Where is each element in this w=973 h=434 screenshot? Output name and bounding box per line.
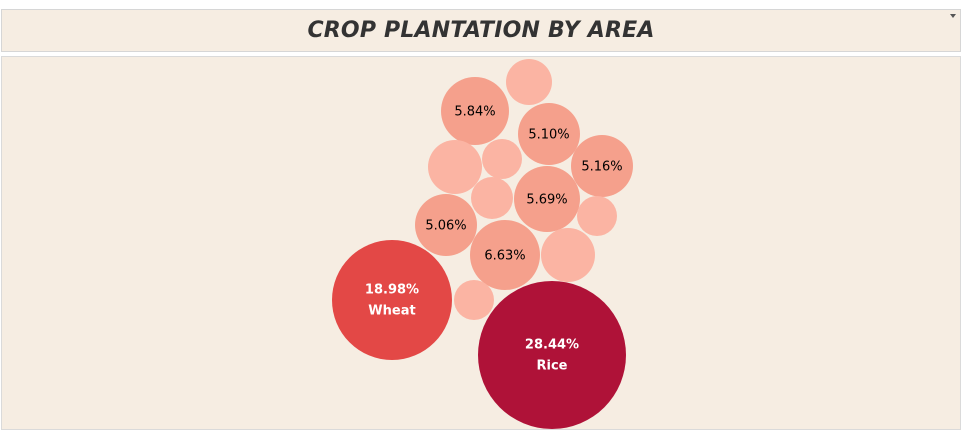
bubble-wheat[interactable]: 18.98% Wheat <box>332 240 452 360</box>
bubble[interactable]: 5.06% <box>415 194 477 256</box>
title-bar: CROP PLANTATION BY AREA <box>1 9 961 52</box>
bubble-circle[interactable] <box>454 280 494 320</box>
bubble-category-label: Wheat <box>368 304 415 319</box>
bubble-value-label: 28.44% <box>525 338 579 353</box>
bubble[interactable] <box>506 59 552 105</box>
bubble-chart: 28.44% Rice 18.98% Wheat 6.63% 5.84% 5.69% 5.16… <box>332 59 633 429</box>
bubble-circle[interactable] <box>541 228 595 282</box>
bubbles-layer: 28.44% Rice 18.98% Wheat 6.63% 5.84% 5.69% 5.16… <box>332 59 633 429</box>
bubble[interactable] <box>541 228 595 282</box>
bubble-circle[interactable] <box>470 220 540 290</box>
bubble-value-label: 5.84% <box>454 105 495 120</box>
bubble[interactable] <box>428 140 482 194</box>
bubble-circle[interactable] <box>514 166 580 232</box>
bubble-circle[interactable] <box>577 196 617 236</box>
bubble-circle[interactable] <box>482 139 522 179</box>
bubble[interactable]: 5.69% <box>514 166 580 232</box>
bubble-circle[interactable] <box>518 103 580 165</box>
bubble-value-label: 5.69% <box>526 193 567 208</box>
bubble[interactable]: 5.10% <box>518 103 580 165</box>
bubble-circle[interactable] <box>441 77 509 145</box>
bubble-value-label: 5.10% <box>528 128 569 143</box>
bubble[interactable] <box>482 139 522 179</box>
bubble-circle[interactable] <box>471 177 513 219</box>
bubble-circle[interactable] <box>428 140 482 194</box>
bubble-circle[interactable] <box>571 135 633 197</box>
bubble-category-label: Rice <box>537 359 568 374</box>
chart-panel: 28.44% Rice 18.98% Wheat 6.63% 5.84% 5.69% 5.16… <box>1 56 961 430</box>
bubble[interactable]: 6.63% <box>470 220 540 290</box>
bubble-circle[interactable] <box>506 59 552 105</box>
bubble-circle[interactable] <box>415 194 477 256</box>
bubble-rice[interactable]: 28.44% Rice <box>478 281 626 429</box>
chart-title: CROP PLANTATION BY AREA <box>307 18 655 43</box>
bubble-value-label: 5.16% <box>581 160 622 175</box>
bubble[interactable] <box>577 196 617 236</box>
bubble[interactable] <box>471 177 513 219</box>
bubble-circle[interactable] <box>332 240 452 360</box>
page-edge <box>962 0 973 434</box>
chevron-down-icon[interactable] <box>950 14 956 18</box>
bubble-value-label: 6.63% <box>484 249 525 264</box>
bubble[interactable]: 5.16% <box>571 135 633 197</box>
bubble-value-label: 5.06% <box>425 219 466 234</box>
bubble-circle[interactable] <box>478 281 626 429</box>
bubble[interactable]: 5.84% <box>441 77 509 145</box>
bubble[interactable] <box>454 280 494 320</box>
bubble-value-label: 18.98% <box>365 283 419 298</box>
